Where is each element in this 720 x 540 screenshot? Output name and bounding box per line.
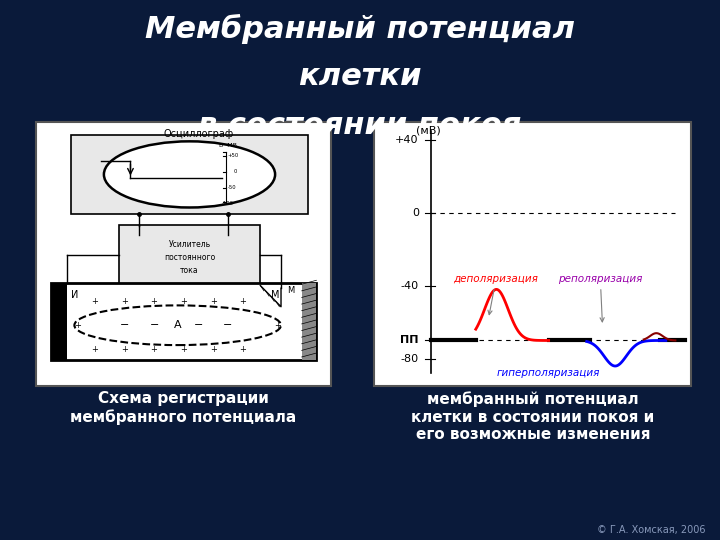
Text: +: + <box>239 297 246 306</box>
Text: −: − <box>194 320 203 330</box>
Text: +: + <box>210 345 217 354</box>
Text: +40: +40 <box>395 135 419 145</box>
Text: клетки: клетки <box>298 62 422 91</box>
FancyBboxPatch shape <box>36 122 331 386</box>
Text: Б  МВ: Б МВ <box>219 143 237 148</box>
Text: +: + <box>210 297 217 306</box>
FancyBboxPatch shape <box>50 283 317 360</box>
Text: Усилитель: Усилитель <box>168 240 210 249</box>
Text: И: И <box>71 290 78 300</box>
Text: М: М <box>271 290 279 300</box>
Text: −: − <box>120 320 130 330</box>
Text: +: + <box>121 297 128 306</box>
Text: +: + <box>91 345 99 354</box>
Text: ПП: ПП <box>400 335 419 346</box>
Text: +: + <box>91 297 99 306</box>
FancyBboxPatch shape <box>374 122 691 386</box>
Text: +: + <box>274 321 282 330</box>
Ellipse shape <box>74 306 281 345</box>
Text: −: − <box>149 320 159 330</box>
Polygon shape <box>261 286 281 307</box>
Text: 0: 0 <box>412 208 419 218</box>
Text: +: + <box>150 345 158 354</box>
Text: +: + <box>180 345 187 354</box>
Text: гиперполяризация: гиперполяризация <box>497 368 600 379</box>
FancyBboxPatch shape <box>302 283 317 360</box>
FancyBboxPatch shape <box>119 225 261 286</box>
FancyBboxPatch shape <box>50 283 67 360</box>
Text: +: + <box>121 345 128 354</box>
Text: Схема регистрации
мембранного потенциала: Схема регистрации мембранного потенциала <box>71 392 297 425</box>
Text: -100: -100 <box>222 201 234 206</box>
Text: М: М <box>287 286 294 295</box>
Text: тока: тока <box>180 267 199 275</box>
Text: в состоянии покоя: в состоянии покоя <box>198 111 522 140</box>
Text: деполяризация: деполяризация <box>454 274 539 315</box>
Text: 0: 0 <box>234 169 237 174</box>
Text: +: + <box>180 297 187 306</box>
FancyBboxPatch shape <box>71 135 307 214</box>
Text: -50: -50 <box>228 185 236 190</box>
Text: −: − <box>223 320 233 330</box>
Text: +: + <box>74 321 81 330</box>
Text: +: + <box>239 345 246 354</box>
Text: +50: +50 <box>228 153 239 158</box>
Text: Осциллограф: Осциллограф <box>163 130 233 139</box>
Text: А: А <box>174 320 181 330</box>
Text: Мембранный потенциал: Мембранный потенциал <box>145 14 575 44</box>
Text: (мВ): (мВ) <box>415 125 441 135</box>
Text: реполяризация: реполяризация <box>558 274 642 322</box>
Text: -80: -80 <box>400 354 419 364</box>
Text: +: + <box>150 297 158 306</box>
Text: -40: -40 <box>400 281 419 291</box>
Text: мембранный потенциал
клетки в состоянии покоя и
его возможные изменения: мембранный потенциал клетки в состоянии … <box>411 392 654 442</box>
Text: постоянного: постоянного <box>164 253 215 262</box>
Text: © Г.А. Хомская, 2006: © Г.А. Хомская, 2006 <box>597 524 706 535</box>
Ellipse shape <box>104 141 275 207</box>
